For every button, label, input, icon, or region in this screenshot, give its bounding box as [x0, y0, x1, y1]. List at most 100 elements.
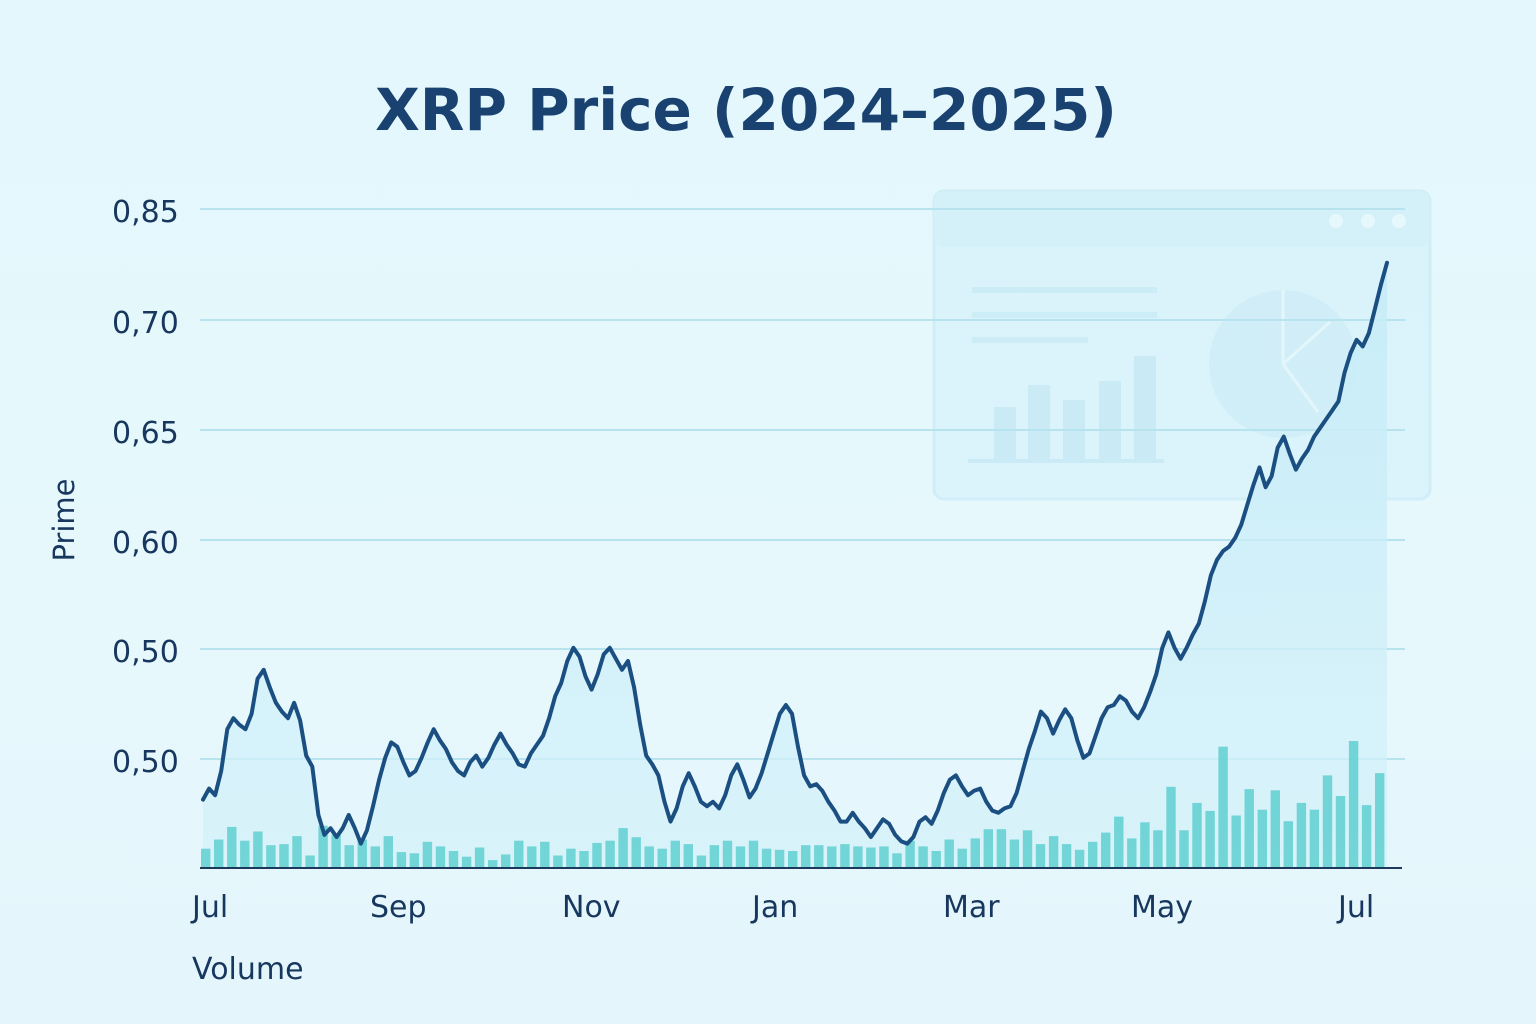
volume-bar	[461, 856, 472, 867]
y-tick-label: 0,65	[112, 416, 179, 451]
illustration-window-dot-icon	[1392, 214, 1406, 228]
y-tick-label: 0,50	[112, 745, 179, 780]
volume-bar	[1179, 830, 1189, 867]
x-tick-label: May	[1131, 890, 1193, 925]
illustration-mini-bar	[1028, 385, 1050, 462]
illustration-text-line	[972, 337, 1088, 343]
volume-bar	[696, 855, 707, 867]
volume-bar	[1101, 832, 1111, 867]
volume-bar	[892, 853, 902, 867]
volume-bar	[1257, 809, 1267, 867]
volume-bar	[474, 847, 485, 867]
volume-bar	[866, 847, 876, 867]
volume-bar	[292, 836, 302, 867]
y-tick-label: 0,85	[112, 195, 179, 230]
volume-bar	[1231, 815, 1241, 867]
volume-bar	[1335, 796, 1346, 867]
volume-bar	[814, 845, 824, 867]
volume-bar	[774, 849, 785, 867]
volume-bar	[918, 846, 928, 867]
volume-bar	[1192, 802, 1202, 867]
volume-bar	[1218, 746, 1228, 867]
y-axis-label: Prime	[47, 478, 81, 561]
y-tick-label: 0,60	[112, 526, 179, 561]
volume-bar	[657, 848, 667, 867]
volume-bar	[801, 845, 811, 867]
x-tick-label: Sep	[370, 890, 427, 925]
illustration-window-titlebar	[934, 191, 1430, 247]
volume-bar	[1009, 839, 1020, 867]
volume-bar	[396, 852, 407, 867]
x-tick-label: Jul	[190, 890, 228, 925]
volume-bar	[788, 851, 798, 867]
volume-bar	[1205, 810, 1215, 867]
volume-bar	[748, 840, 759, 867]
volume-bar	[1048, 836, 1059, 867]
volume-bar	[318, 825, 328, 867]
volume-bar	[488, 860, 498, 867]
volume-bar	[514, 840, 524, 867]
volume-bar	[1088, 841, 1098, 867]
volume-bar	[527, 846, 537, 867]
volume-bar	[331, 834, 341, 867]
volume-bar	[709, 845, 720, 867]
volume-bar	[957, 848, 967, 867]
volume-bar	[240, 840, 250, 867]
x-tick-label: Jul	[1336, 890, 1374, 925]
volume-bar	[553, 855, 563, 867]
volume-bar	[448, 851, 459, 867]
volume-bar	[996, 829, 1007, 867]
illustration-text-line	[972, 287, 1157, 293]
volume-bar	[201, 848, 211, 867]
volume-bar	[214, 839, 224, 867]
volume-bar	[1244, 789, 1254, 867]
volume-bar	[422, 841, 433, 867]
x-tick-label: Mar	[943, 890, 1000, 925]
illustration-window-dot-icon	[1329, 214, 1343, 228]
volume-bar	[1035, 844, 1046, 867]
chart-title: XRP Price (2024–2025)	[375, 76, 1117, 144]
price-area-fill	[203, 262, 1387, 867]
volume-bar	[631, 837, 641, 867]
volume-bar	[1140, 822, 1150, 867]
volume-bars	[201, 741, 1385, 867]
volume-bar	[279, 844, 289, 867]
volume-bar	[370, 846, 380, 867]
volume-bar	[1166, 786, 1176, 867]
volume-bar	[879, 846, 889, 867]
volume-bar	[983, 829, 993, 867]
illustration-mini-bar	[1099, 381, 1121, 462]
volume-bar	[592, 842, 602, 867]
dashboard-illustration	[932, 189, 1432, 501]
volume-bar	[827, 846, 837, 867]
volume-bar	[1296, 802, 1307, 867]
volume-bar	[409, 853, 420, 867]
volume-bar	[605, 840, 615, 867]
illustration-mini-axis	[968, 459, 1164, 463]
volume-bar	[1022, 830, 1033, 867]
volume-bar	[344, 845, 354, 867]
volume-bar	[931, 851, 941, 867]
volume-bar	[735, 846, 746, 867]
volume-bar	[1361, 805, 1372, 867]
illustration-text-line	[972, 312, 1157, 318]
x-tick-label: Jan	[750, 890, 798, 925]
volume-bar	[944, 839, 954, 867]
volume-bar	[905, 840, 915, 867]
volume-bar	[1348, 741, 1359, 867]
volume-bar	[1114, 816, 1124, 867]
volume-bar	[644, 846, 654, 867]
illustration-pie-icon	[1209, 290, 1357, 438]
illustration-mini-bar	[994, 407, 1016, 462]
volume-bar	[1309, 809, 1320, 867]
volume-bar	[722, 840, 733, 867]
x-tick-label: Nov	[562, 890, 621, 925]
price-line	[201, 260, 1389, 846]
volume-bar	[853, 846, 863, 867]
y-axis-ticks: 0,85 0,70 0,65 0,60 0,50 0,50	[112, 195, 179, 780]
y-tick-label: 0,50	[112, 635, 179, 670]
volume-bar	[683, 844, 693, 867]
volume-bar	[1270, 790, 1280, 867]
volume-bar	[501, 854, 511, 867]
